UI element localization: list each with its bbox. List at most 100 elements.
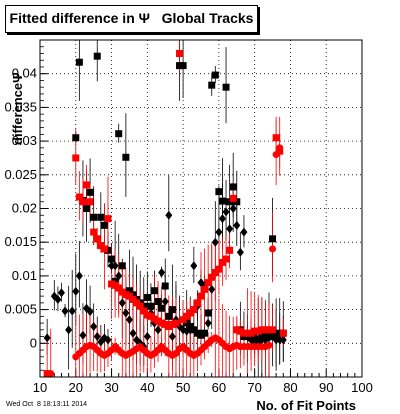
data-point-square bbox=[86, 198, 94, 206]
data-point-square bbox=[129, 291, 137, 299]
data-point-square bbox=[161, 320, 169, 328]
data-point-square bbox=[229, 194, 237, 202]
data-point-diamond bbox=[93, 332, 101, 342]
data-point-square bbox=[108, 255, 116, 263]
data-point-diamond bbox=[233, 220, 241, 230]
data-point-square bbox=[83, 181, 91, 189]
data-point-square bbox=[150, 287, 158, 295]
data-point-square bbox=[154, 298, 162, 306]
data-point-diamond bbox=[226, 224, 234, 234]
data-point-diamond bbox=[129, 328, 137, 338]
data-point-square bbox=[104, 246, 112, 254]
data-point-square bbox=[193, 329, 201, 337]
x-tick-label: 10 bbox=[33, 380, 47, 395]
data-point-square bbox=[222, 83, 230, 91]
data-point-square bbox=[133, 299, 141, 307]
data-point-square bbox=[190, 306, 198, 314]
data-point-square bbox=[218, 197, 226, 205]
plot-border bbox=[39, 39, 363, 378]
data-point-square bbox=[272, 134, 280, 142]
data-point-diamond bbox=[54, 294, 62, 304]
data-point-square bbox=[247, 329, 255, 337]
data-point-square bbox=[83, 205, 91, 212]
data-point-square bbox=[179, 62, 187, 70]
y-tick-label: 0.015 bbox=[4, 234, 37, 249]
data-point-square bbox=[215, 188, 223, 196]
data-point-square bbox=[201, 329, 209, 337]
data-point-square bbox=[251, 327, 259, 335]
data-point-circle bbox=[47, 370, 55, 378]
data-point-circle bbox=[265, 341, 273, 349]
data-point-square bbox=[154, 317, 162, 325]
data-point-diamond bbox=[276, 335, 284, 345]
data-point-diamond bbox=[122, 308, 130, 318]
data-point-square bbox=[75, 193, 83, 201]
data-point-square bbox=[75, 58, 83, 66]
data-point-circle bbox=[272, 151, 280, 159]
data-point-diamond bbox=[204, 318, 212, 328]
data-point-diamond bbox=[240, 227, 248, 237]
data-point-diamond bbox=[279, 335, 287, 345]
x-tick-label: 90 bbox=[319, 380, 333, 395]
data-point-square bbox=[233, 198, 241, 206]
data-point-square bbox=[108, 280, 116, 288]
data-point-square bbox=[97, 213, 105, 221]
data-point-square bbox=[165, 322, 173, 330]
data-point-square bbox=[129, 295, 137, 303]
data-point-diamond bbox=[104, 335, 112, 345]
data-point-diamond bbox=[118, 298, 126, 308]
data-point-square bbox=[140, 307, 148, 315]
data-point-square bbox=[143, 293, 151, 301]
data-point-square bbox=[115, 130, 123, 138]
x-tick-label: 40 bbox=[140, 380, 154, 395]
x-tick-label: 80 bbox=[283, 380, 297, 395]
y-tick-label: 0.02 bbox=[12, 201, 37, 216]
data-point-square bbox=[269, 326, 277, 334]
data-point-diamond bbox=[43, 333, 51, 343]
data-point-square bbox=[168, 306, 176, 314]
x-tick-label: 60 bbox=[212, 380, 226, 395]
data-point-diamond bbox=[208, 284, 216, 294]
data-point-square bbox=[158, 319, 166, 327]
data-point-square bbox=[211, 71, 219, 79]
data-point-square bbox=[147, 312, 155, 320]
x-tick-label: 70 bbox=[247, 380, 261, 395]
data-point-diamond bbox=[211, 237, 219, 247]
data-point-square bbox=[186, 309, 194, 317]
y-tick-label: 0.025 bbox=[4, 167, 37, 182]
data-point-diamond bbox=[190, 261, 198, 271]
data-point-square bbox=[208, 81, 216, 89]
data-point-square bbox=[229, 183, 237, 191]
y-tick-label: 0.035 bbox=[4, 99, 37, 114]
data-point-diamond bbox=[61, 306, 69, 316]
data-point-square bbox=[97, 242, 105, 250]
y-tick-label: 0.01 bbox=[12, 268, 37, 283]
data-point-square bbox=[90, 228, 98, 236]
data-point-square bbox=[197, 331, 205, 339]
data-point-square bbox=[176, 49, 184, 57]
data-point-square bbox=[140, 302, 148, 310]
data-point-diamond bbox=[258, 335, 266, 345]
y-tick-label: 0.03 bbox=[12, 133, 37, 148]
data-point-square bbox=[240, 329, 248, 337]
data-point-square bbox=[150, 315, 158, 323]
data-point-square bbox=[204, 279, 212, 287]
x-axis-label: No. of Fit Points bbox=[256, 398, 356, 413]
data-point-diamond bbox=[72, 286, 80, 296]
data-point-circle bbox=[269, 245, 277, 253]
data-point-diamond bbox=[186, 325, 194, 335]
data-point-square bbox=[100, 221, 108, 229]
data-point-diamond bbox=[90, 321, 98, 331]
data-point-square bbox=[118, 262, 126, 270]
data-point-square bbox=[254, 327, 262, 335]
data-point-square bbox=[179, 316, 187, 324]
data-point-diamond bbox=[161, 297, 169, 307]
data-point-square bbox=[86, 188, 94, 196]
chart-title: Fitted difference in Ψ Global Tracks bbox=[9, 10, 254, 26]
data-point-diamond bbox=[218, 214, 226, 224]
data-point-square bbox=[100, 245, 108, 253]
data-point-square bbox=[176, 62, 184, 70]
x-tick-label: 30 bbox=[104, 380, 118, 395]
